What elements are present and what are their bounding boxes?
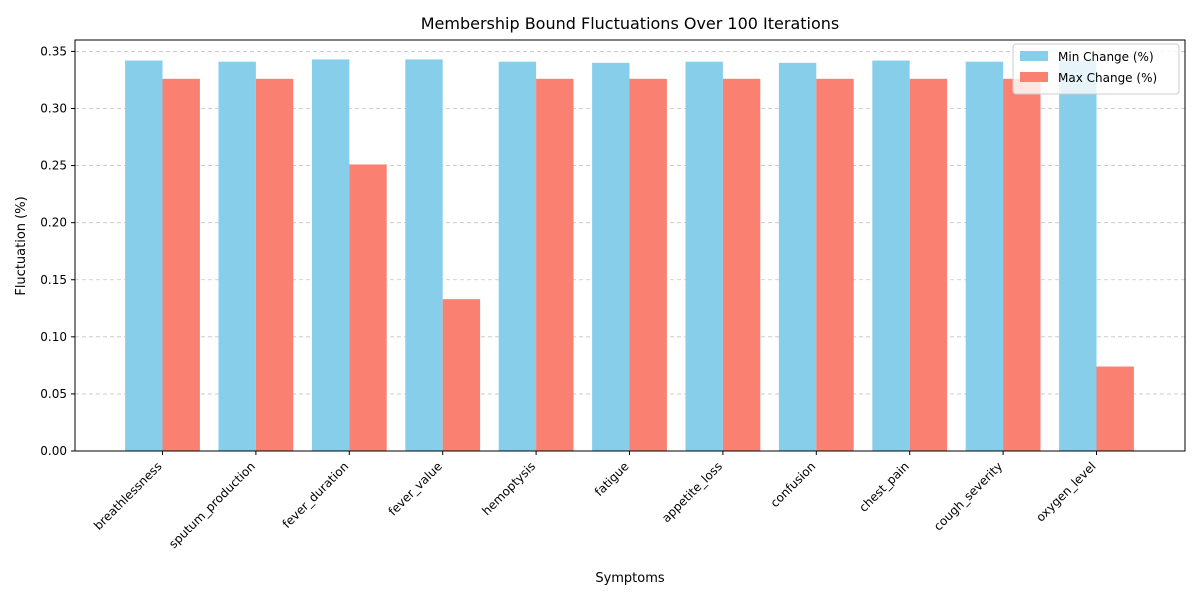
bar-max [909, 78, 948, 452]
x-tick-label: appetite_loss [659, 459, 725, 525]
legend-box [1012, 43, 1180, 95]
x-tick-label: oxygen_level [1033, 459, 1098, 524]
bar-max [1096, 366, 1134, 451]
bar-min [1059, 60, 1097, 452]
bar-max [1003, 78, 1041, 452]
x-tick-label: fatigue [592, 459, 632, 499]
y-tick-label: 0.20 [40, 216, 67, 230]
x-tick-label: cough_severity [931, 459, 1005, 533]
y-tick-label: 0.15 [40, 273, 67, 287]
y-tick-label: 0.25 [40, 159, 67, 173]
bar-max [629, 78, 667, 452]
x-axis: breathlessness sputum_production fever_dur… [91, 451, 1099, 551]
chart-title: Membership Bound Fluctuations Over 100 I… [421, 14, 840, 33]
bar-min [125, 60, 163, 452]
bar-min [778, 62, 817, 451]
bar-min [218, 61, 256, 452]
legend: Min Change (%) Max Change (%) [1012, 43, 1180, 95]
legend-label: Max Change (%) [1058, 71, 1157, 85]
y-tick-label: 0.00 [40, 444, 67, 458]
legend-swatch [1020, 51, 1048, 61]
x-tick-label: confusion [768, 459, 819, 510]
x-tick-label: fever_duration [280, 459, 352, 531]
bar-max [162, 78, 200, 452]
bar-min [685, 61, 723, 452]
bar-max [442, 299, 481, 451]
y-axis-label: Fluctuation (%) [14, 196, 29, 295]
y-tick-label: 0.05 [40, 387, 67, 401]
bar-min [498, 61, 537, 452]
bar-max [536, 78, 574, 452]
bar-min [405, 59, 443, 452]
bar-min [592, 62, 630, 451]
x-tick-label: sputum_production [166, 459, 258, 551]
bar-min [872, 60, 910, 452]
bar-max [255, 78, 294, 452]
x-tick-label: chest_pain [856, 459, 911, 514]
y-tick-label: 0.10 [40, 330, 67, 344]
bars [125, 59, 1134, 452]
y-axis: 0.00 0.05 0.10 0.15 0.20 0.25 0.30 0.35 [40, 44, 75, 458]
y-tick-label: 0.30 [40, 102, 67, 116]
legend-label: Min Change (%) [1058, 50, 1154, 64]
x-tick-label: fever_value [386, 459, 445, 518]
bar-max [722, 78, 761, 452]
bar-max [816, 78, 854, 452]
bar-min [311, 59, 350, 452]
x-tick-label: hemoptysis [479, 459, 538, 518]
x-tick-label: breathlessness [91, 459, 165, 533]
bar-max [349, 164, 387, 452]
bar-min [965, 61, 1004, 452]
y-tick-label: 0.35 [40, 44, 67, 58]
x-axis-label: Symptoms [595, 571, 665, 586]
legend-swatch [1020, 72, 1048, 82]
